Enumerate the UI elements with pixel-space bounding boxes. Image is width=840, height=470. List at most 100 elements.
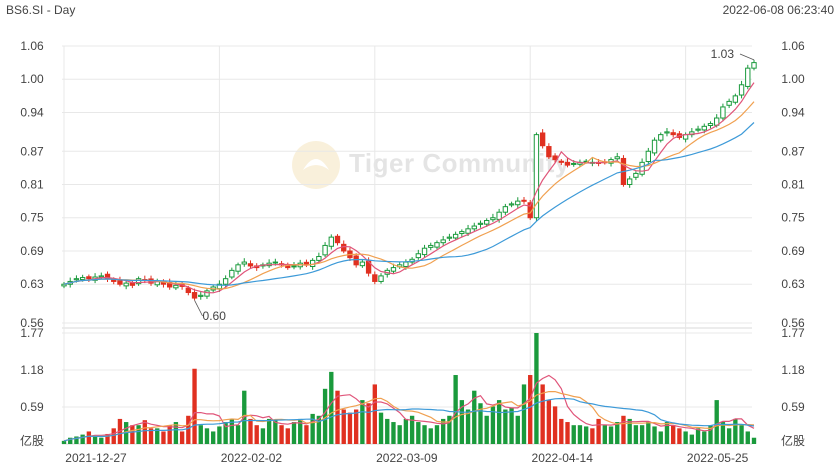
candle-body (434, 242, 440, 248)
volume-bar (391, 422, 396, 444)
candle-body (726, 100, 732, 106)
volume-bar (61, 440, 67, 444)
volume-bar (739, 425, 744, 444)
candle-body (639, 161, 645, 175)
volume-ma-lines (63, 374, 755, 442)
volume-bar (521, 384, 527, 444)
volume-bar (416, 422, 421, 444)
volume-bar (658, 431, 663, 444)
volume-bar (633, 425, 639, 444)
candle-body (539, 132, 546, 147)
volume-bar (366, 403, 371, 444)
volume-bar (403, 418, 409, 444)
candle-body (334, 235, 341, 244)
candle-body (173, 284, 179, 289)
candle-body (502, 206, 509, 213)
price-tick-left: 0.69 (20, 244, 44, 258)
volume-bar (105, 433, 110, 444)
x-tick-label: 2022-05-25 (687, 451, 749, 465)
volume-bar (173, 422, 179, 444)
volume-bar (559, 418, 564, 444)
volume-unit-right: 亿股 (781, 433, 805, 448)
candle-body (229, 269, 235, 278)
volume-bar (273, 420, 278, 444)
candle-body (558, 160, 564, 163)
volume-bar (68, 437, 73, 444)
volume-ma10-line (63, 391, 755, 442)
volume-bar (751, 437, 757, 444)
candle-body (185, 287, 192, 294)
ma10-line (63, 101, 755, 290)
volume-bar (726, 428, 732, 444)
volume-bar (409, 415, 415, 444)
candle-body (745, 67, 751, 87)
x-tick-label: 2022-02-02 (221, 451, 283, 465)
price-tick-right: 0.56 (781, 316, 805, 330)
volume-bar (360, 400, 365, 444)
candle-body (459, 231, 465, 235)
volume-bar (92, 436, 98, 444)
grid (62, 45, 752, 445)
x-tick-label: 2022-03-09 (376, 451, 438, 465)
candle-body (552, 155, 558, 161)
volume-bar (86, 431, 92, 444)
annotations: 1.03 0.60 (194, 47, 755, 323)
candle-body (322, 244, 328, 256)
volume-ma20-line (63, 397, 755, 442)
volume-bar (322, 388, 328, 444)
candle-body (658, 134, 664, 141)
volume-bar (596, 418, 601, 444)
volume-bar (496, 400, 502, 444)
volume-bar (161, 431, 166, 444)
volume-bar (583, 426, 589, 444)
volume-bar (353, 409, 359, 444)
volume-bar (689, 434, 695, 444)
candle-body (645, 150, 651, 163)
candle-body (79, 277, 86, 281)
candle-body (707, 123, 714, 126)
volume-bar (347, 412, 353, 444)
volume-bar (223, 422, 228, 444)
volume-bar (646, 422, 651, 444)
candle-body (664, 131, 670, 134)
candle-body (316, 256, 322, 261)
volume-bar (372, 384, 377, 444)
annotation-leader (739, 53, 755, 61)
candle-body (720, 106, 726, 119)
candle-body (477, 222, 484, 225)
volume-bar (484, 415, 489, 444)
volume-tick-left: 0.59 (20, 400, 44, 414)
volume-bar (652, 426, 657, 444)
candle-body (222, 278, 229, 285)
volume-bar (490, 406, 496, 444)
candle-body (204, 290, 210, 297)
timestamp: 2022-06-08 06:23:40 (722, 3, 834, 17)
volume-bar (546, 400, 552, 444)
volume-ma5-line (63, 374, 755, 442)
candle-body (191, 292, 198, 299)
candle-body (651, 139, 658, 154)
volume-bar (720, 422, 726, 444)
volume-bar (571, 425, 576, 444)
candle-body (614, 156, 620, 160)
volume-bar (385, 418, 390, 444)
candle-body (571, 162, 577, 165)
candle-body (533, 134, 540, 219)
volume-bar (266, 418, 272, 444)
volume-bar (142, 420, 147, 444)
candle-body (496, 211, 502, 220)
price-tick-left: 0.81 (20, 178, 44, 192)
x-tick-label: 2021-12-27 (65, 451, 127, 465)
candle-body (471, 225, 477, 230)
candle-body (446, 236, 453, 239)
volume-bar (503, 409, 508, 444)
price-tick-left: 0.94 (20, 105, 44, 119)
ma5-line (63, 82, 755, 294)
volume-bar (235, 425, 241, 444)
volume-bar (745, 431, 750, 444)
volume-bar (310, 413, 315, 444)
candle-body (390, 267, 397, 272)
volume-bar (509, 407, 514, 444)
candle-body (515, 200, 521, 206)
